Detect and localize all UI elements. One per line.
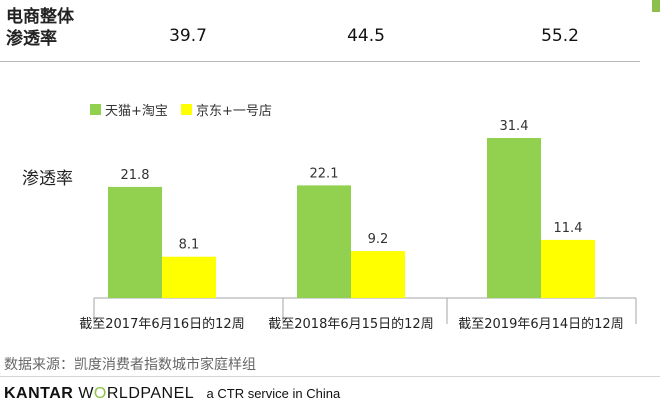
data-label-tmall-taobao-2: 31.4 xyxy=(500,119,529,134)
data-label-jd-yhd-2: 11.4 xyxy=(554,221,583,236)
table-cell-2017: 39.7 xyxy=(169,26,207,46)
table-divider xyxy=(0,61,640,62)
legend-item-jd-yhd: 京东+一号店 xyxy=(181,100,272,119)
brand-tagline: a CTR service in China xyxy=(206,386,341,401)
legend-label-tmall-taobao: 天猫+淘宝 xyxy=(105,104,168,119)
brand-rest: RLDPANEL xyxy=(106,385,194,402)
corner-accent-mark xyxy=(652,0,660,12)
x-tick-label-1: 截至2018年6月15日的12周 xyxy=(268,316,433,332)
bar-tmall-taobao-1 xyxy=(297,185,351,298)
data-label-tmall-taobao-0: 21.8 xyxy=(121,168,150,183)
legend-item-tmall-taobao: 天猫+淘宝 xyxy=(90,100,168,119)
data-label-jd-yhd-0: 8.1 xyxy=(179,238,200,253)
table-cell-2019: 55.2 xyxy=(541,26,579,46)
x-tick-label-0: 截至2017年6月16日的12周 xyxy=(79,316,244,332)
row-label-line1: 电商整体 xyxy=(6,7,74,27)
bar-tmall-taobao-2 xyxy=(487,138,541,298)
brand-o: O xyxy=(93,385,107,402)
x-tick-label-2: 截至2019年6月14日的12周 xyxy=(458,316,623,332)
footer-divider xyxy=(0,376,660,377)
bar-tmall-taobao-0 xyxy=(108,186,162,298)
y-axis-label: 渗透率 xyxy=(22,169,73,189)
brand-kantar: KANTAR xyxy=(4,385,74,402)
row-label-line2: 渗透率 xyxy=(6,29,57,49)
brand-w: W xyxy=(78,385,94,402)
legend-label-jd-yhd: 京东+一号店 xyxy=(196,104,272,119)
table-row-label: 电商整体 渗透率 xyxy=(6,6,74,50)
bar-jd-yhd-0 xyxy=(162,256,216,298)
kantar-worldpanel-logo: KANTAR WORLDPANEL a CTR service in China xyxy=(4,385,340,403)
bar-jd-yhd-2 xyxy=(541,239,595,298)
data-label-jd-yhd-1: 9.2 xyxy=(368,232,389,247)
data-label-tmall-taobao-1: 22.1 xyxy=(310,166,339,181)
legend-swatch-green xyxy=(90,104,101,115)
bar-jd-yhd-1 xyxy=(351,251,405,298)
data-source-note: 数据来源：凯度消费者指数城市家庭样组 xyxy=(4,357,256,373)
penetration-table: 电商整体 渗透率 39.7 44.5 55.2 xyxy=(0,0,640,60)
table-cell-2018: 44.5 xyxy=(347,26,385,46)
legend-swatch-yellow xyxy=(181,104,192,115)
brand-worldpanel: WORLDPANEL xyxy=(78,385,193,402)
